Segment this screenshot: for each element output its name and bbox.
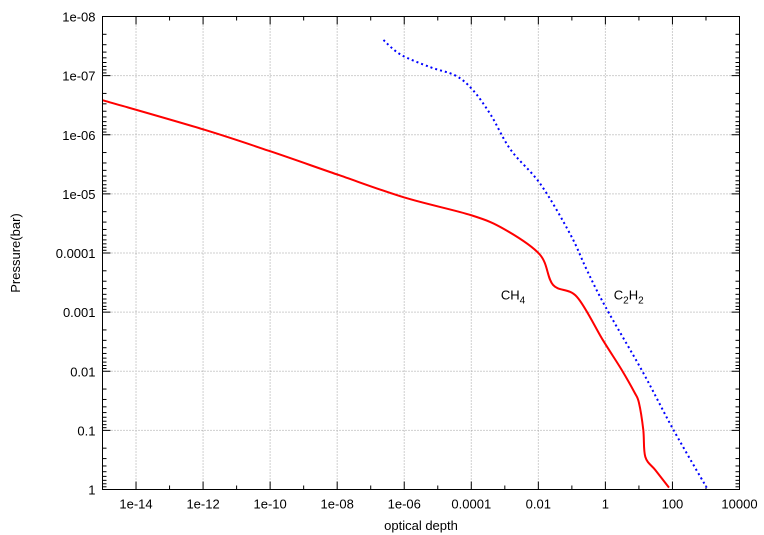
- x-tick-label: 100: [662, 497, 684, 512]
- x-tick-label: 1: [602, 497, 609, 512]
- series-line-ch4: [102, 99, 670, 489]
- x-tick-label: 1e-10: [254, 497, 287, 512]
- label-text: H: [629, 287, 638, 302]
- y-axis-label: Pressure(bar): [8, 213, 23, 292]
- series-label: C2H2: [614, 287, 644, 306]
- label-text: CH: [501, 287, 520, 302]
- y-tick-label: 1e-08: [62, 10, 95, 25]
- y-tick-label: 0.01: [70, 364, 95, 379]
- subscript: 2: [623, 295, 629, 306]
- y-tick-label: 1e-06: [62, 128, 95, 143]
- x-tick-label: 0.01: [526, 497, 551, 512]
- annotations: CH4 C2H2: [501, 287, 644, 306]
- y-tick-label: 0.0001: [56, 246, 96, 261]
- subscript: 4: [520, 295, 526, 306]
- series-label: CH4: [501, 287, 526, 306]
- x-axis-label: optical depth: [384, 518, 458, 533]
- x-tick-label: 1e-08: [321, 497, 354, 512]
- subscript: 2: [638, 295, 644, 306]
- x-tick-label: 0.0001: [451, 497, 491, 512]
- plot-frame: [102, 16, 740, 490]
- x-tick-label: 1e-12: [186, 497, 219, 512]
- y-tick-label: 1e-05: [62, 187, 95, 202]
- y-tick-label: 0.001: [63, 305, 96, 320]
- y-tick-label: 0.1: [77, 423, 95, 438]
- x-tick-label: 1e-14: [119, 497, 152, 512]
- y-tick-label: 1e-07: [62, 69, 95, 84]
- series-line-c2h2: [382, 39, 708, 489]
- grid: [102, 16, 740, 490]
- series: [102, 39, 708, 489]
- y-tick-label: 1: [88, 483, 95, 498]
- ticks: 1e-14 1e-12 1e-10 1e-08 1e-06 0.0001 0.01 1 100 1…: [56, 10, 758, 512]
- x-tick-label: 10000: [721, 497, 757, 512]
- x-tick-label: 1e-06: [388, 497, 421, 512]
- label-text: C: [614, 287, 623, 302]
